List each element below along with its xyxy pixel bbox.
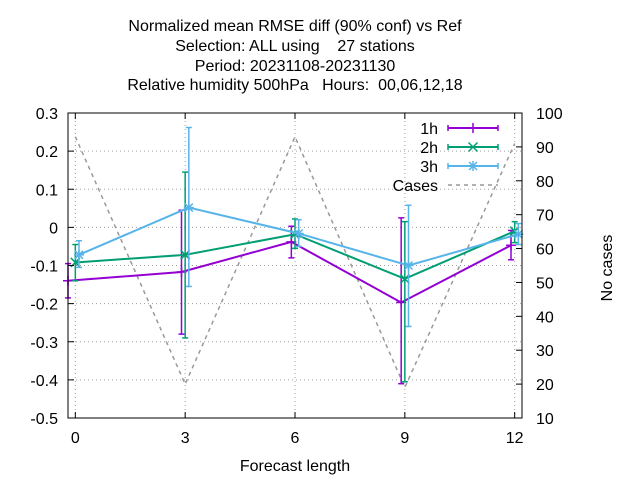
title-line-4: Relative humidity 500hPa Hours: 00,06,12… <box>127 77 462 94</box>
x-tick-label: 9 <box>400 430 409 447</box>
cases-line <box>74 134 516 390</box>
legend-label-2h: 2h <box>420 140 438 157</box>
marker-stroke <box>294 228 304 239</box>
x-tick-label: 12 <box>506 430 524 447</box>
series-layer <box>63 126 524 390</box>
cross-marker <box>467 141 479 153</box>
y-tick-label: 0 <box>49 220 58 237</box>
y2-tick-label: 30 <box>536 343 554 360</box>
star-marker <box>73 249 84 260</box>
y2-tick-label: 90 <box>536 140 554 157</box>
y2-tick-label: 80 <box>536 174 554 191</box>
marker-stroke <box>74 250 84 260</box>
plus-marker <box>468 123 478 133</box>
y-tick-label: -0.3 <box>30 335 58 352</box>
x-axis-label: Forecast length <box>240 458 350 475</box>
axis-ticks: -0.5 -0.4 -0.3 -0.2 -0.1 0 0.1 0.2 0.3 0 3 6 9 12 10 20… <box>30 106 562 447</box>
marker-stroke <box>468 161 478 171</box>
y2-tick-label: 40 <box>536 309 554 326</box>
star-marker <box>183 202 194 213</box>
star-marker <box>293 228 304 239</box>
marker-stroke <box>403 260 414 271</box>
marker-stroke <box>513 229 523 239</box>
y2-tick-label: 100 <box>536 106 563 123</box>
plus-marker <box>506 240 517 251</box>
title-line-2: Selection: ALL using 27 stations <box>175 38 415 55</box>
title-line-1: Normalized mean RMSE diff (90% conf) vs … <box>128 18 462 35</box>
y2-tick-label: 20 <box>536 377 554 394</box>
y-tick-label: 0.1 <box>36 182 58 199</box>
y-tick-label: -0.2 <box>30 297 58 314</box>
grid <box>68 113 522 418</box>
y-tick-label: -0.5 <box>30 411 58 428</box>
y2-axis-label: No cases <box>599 235 616 302</box>
star-marker <box>468 161 478 171</box>
x-tick-label: 6 <box>291 430 300 447</box>
y-tick-label: 0.2 <box>36 144 58 161</box>
marker-stroke <box>467 141 479 153</box>
legend: 1h 2h 3h Cases <box>393 121 499 195</box>
y-tick-label: 0.3 <box>36 106 58 123</box>
marker-stroke <box>184 203 194 213</box>
series-line-1h <box>67 240 512 304</box>
y-tick-label: -0.1 <box>30 259 58 276</box>
title-line-3: Period: 20231108-20231130 <box>195 58 396 75</box>
x-tick-label: 3 <box>181 430 190 447</box>
legend-label-1h: 1h <box>420 121 438 138</box>
y2-tick-label: 10 <box>536 411 554 428</box>
x-tick-label: 0 <box>71 430 80 447</box>
y2-tick-label: 50 <box>536 275 554 292</box>
legend-label-cases: Cases <box>393 178 438 195</box>
legend-label-3h: 3h <box>420 159 438 176</box>
y2-tick-label: 70 <box>536 208 554 225</box>
chart-title: Normalized mean RMSE diff (90% conf) vs … <box>127 18 462 94</box>
y-tick-label: -0.4 <box>30 373 58 390</box>
star-marker <box>403 260 414 271</box>
y2-tick-label: 60 <box>536 242 554 259</box>
